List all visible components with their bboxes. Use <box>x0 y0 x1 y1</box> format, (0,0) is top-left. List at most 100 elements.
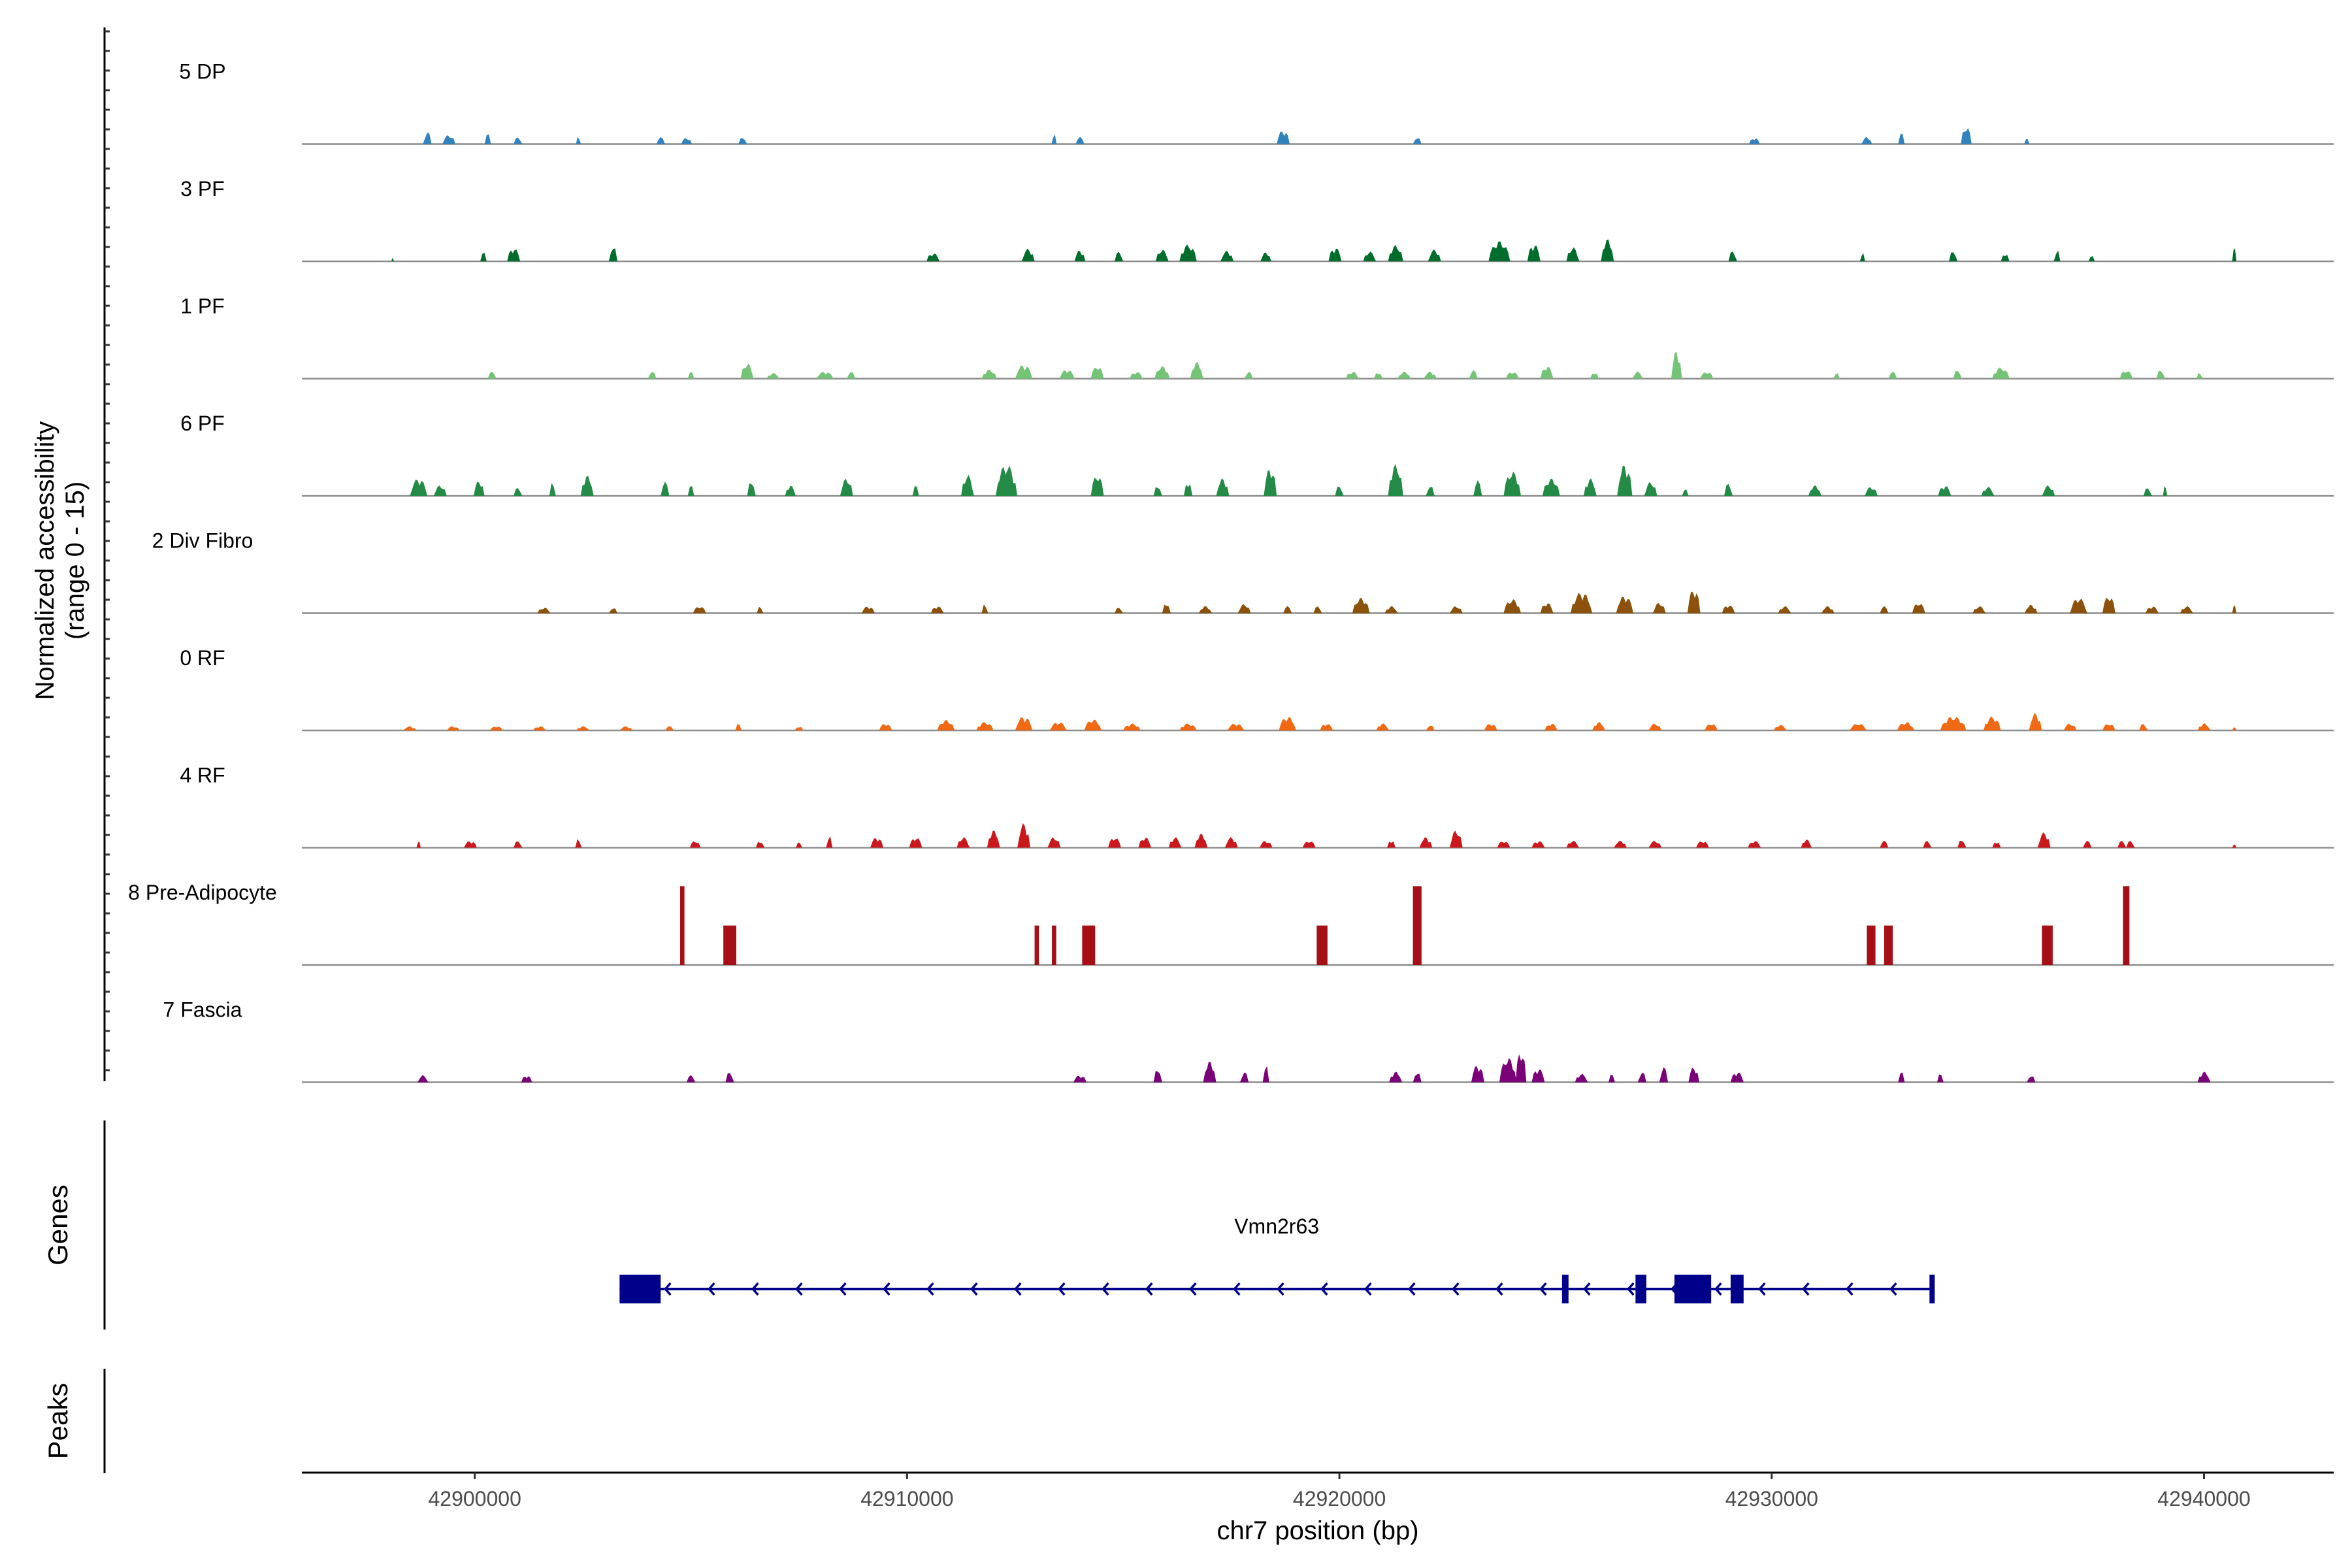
coverage-peak <box>1153 1071 1162 1083</box>
coverage-peak <box>1259 841 1273 848</box>
coverage-peak <box>1938 486 1952 496</box>
coverage-peak <box>1940 717 1967 730</box>
coverage-peak <box>1728 252 1737 261</box>
coverage-peak <box>1015 717 1033 730</box>
x-tick-label: 42940000 <box>2157 1487 2250 1511</box>
coverage-peak <box>410 479 427 496</box>
coverage-peak <box>1652 602 1666 613</box>
strand-arrow <box>751 1282 759 1296</box>
coverage-peak <box>2024 604 2038 613</box>
strand-arrow <box>1189 1282 1197 1296</box>
coverage-peak <box>1162 604 1171 613</box>
coverage-peak <box>521 1076 532 1083</box>
coverage-peak <box>1503 599 1521 613</box>
coverage-peak <box>1179 723 1197 730</box>
coverage-peak <box>1700 372 1714 379</box>
coverage-peak <box>1352 598 1370 613</box>
coverage-peak <box>1220 250 1233 261</box>
coverage-peak <box>686 1075 696 1083</box>
coverage-peak <box>1313 606 1322 613</box>
track-label: 4 RF <box>180 764 225 787</box>
coverage-peak <box>1808 485 1821 496</box>
coverage-peak <box>514 488 523 496</box>
coverage-peak <box>2143 488 2153 496</box>
coverage-peak <box>403 726 417 730</box>
coverage-peak <box>446 726 460 730</box>
coverage-peak <box>1724 483 1733 496</box>
coverage-peak <box>1384 606 1398 613</box>
coverage-peak <box>1154 366 1170 379</box>
coverage-peak <box>1389 1071 1403 1083</box>
track-5-dp: 5 DP <box>179 60 2334 145</box>
track-6-pf: 6 PF <box>180 412 2334 497</box>
coverage-peak <box>1316 925 1328 965</box>
coverage-peak <box>1503 471 1521 496</box>
x-tick-label: 42930000 <box>1725 1487 1818 1511</box>
coverage-peak <box>1861 137 1872 144</box>
track-label: 1 PF <box>180 295 225 318</box>
coverage-peak <box>1413 138 1422 144</box>
coverage-peak <box>549 483 556 496</box>
coverage-peak <box>1155 249 1169 261</box>
coverage-peak <box>575 839 582 848</box>
strand-arrow <box>1714 1282 1722 1296</box>
gene-name-label: Vmn2r63 <box>1234 1215 1319 1238</box>
coverage-peak <box>1277 131 1290 144</box>
y-axis-range-label: (range 0 - 15) <box>61 482 90 640</box>
coverage-peak <box>1283 606 1292 613</box>
coverage-peak <box>1084 719 1102 730</box>
coverage-peak <box>1540 603 1554 613</box>
coverage-peak <box>961 474 974 496</box>
coverage-peak <box>1688 1068 1699 1083</box>
coverage-peak <box>861 606 875 613</box>
coverage-peak <box>816 372 834 379</box>
coverage-peak <box>2102 724 2115 730</box>
coverage-peak <box>795 842 802 848</box>
coverage-peak <box>1488 241 1511 261</box>
strand-arrow <box>1627 1282 1635 1296</box>
coverage-peak <box>1515 1054 1527 1083</box>
coverage-peak <box>1264 470 1277 496</box>
strand-arrow <box>926 1282 934 1296</box>
coverage-peak <box>608 608 618 613</box>
genes-panel-title: Genes <box>42 1184 73 1266</box>
coverage-peak <box>693 607 706 613</box>
coverage-peak <box>2037 832 2051 848</box>
coverage-peak <box>1659 1067 1668 1083</box>
coverage-peak <box>1082 925 1096 965</box>
coverage-peak <box>656 137 665 144</box>
coverage-peak <box>1484 724 1497 730</box>
strand-arrow <box>1452 1282 1460 1296</box>
track-label: 5 DP <box>179 60 225 84</box>
coverage-peak <box>1374 373 1383 379</box>
coverage-peak <box>681 138 693 144</box>
coverage-peak <box>664 726 674 730</box>
coverage-peak <box>2063 723 2077 730</box>
track-3-pf: 3 PF <box>180 177 2334 263</box>
strand-arrow <box>1102 1282 1109 1296</box>
coverage-peak <box>996 465 1018 496</box>
coverage-peak <box>1778 606 1791 613</box>
coverage-peak <box>1397 372 1411 379</box>
coverage-peak <box>1090 477 1104 496</box>
coverage-peak <box>976 722 994 730</box>
coverage-peak <box>981 369 997 379</box>
coverage-peak <box>1705 724 1718 730</box>
coverage-peak <box>1059 370 1075 379</box>
gene-model: Vmn2r63 <box>619 1215 1935 1303</box>
coverage-peak <box>2027 1076 2036 1083</box>
coverage-peak <box>1821 606 1835 613</box>
coverage-peak <box>417 1075 429 1083</box>
coverage-peak <box>1328 248 1342 261</box>
x-tick-label: 42900000 <box>428 1487 521 1511</box>
coverage-peak <box>1648 723 1662 730</box>
coverage-peak <box>1695 841 1709 848</box>
coverage-peak <box>956 837 970 848</box>
coverage-peak <box>747 483 756 496</box>
coverage-peak <box>879 724 892 730</box>
coverage-peak <box>1544 723 1558 730</box>
coverage-peak <box>1363 252 1377 261</box>
coverage-peak <box>1190 362 1203 379</box>
gene-exon <box>1561 1275 1569 1303</box>
strand-arrow <box>1889 1282 1897 1296</box>
